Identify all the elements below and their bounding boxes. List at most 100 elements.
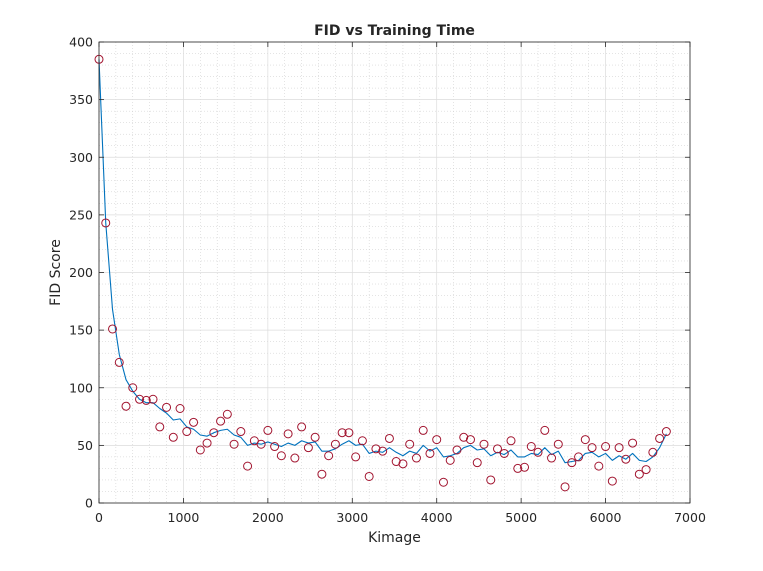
scatter-point bbox=[614, 443, 624, 453]
scatter-point bbox=[506, 436, 516, 446]
scatter-point bbox=[655, 433, 665, 443]
scatter-point bbox=[493, 444, 503, 454]
chart-title: FID vs Training Time bbox=[314, 23, 475, 39]
scatter-point bbox=[128, 383, 138, 393]
x-tick-label: 7000 bbox=[674, 510, 706, 525]
y-tick-label: 250 bbox=[69, 207, 93, 222]
x-tick-label: 5000 bbox=[505, 510, 537, 525]
scatter-point bbox=[621, 454, 631, 464]
scatter-point bbox=[594, 461, 604, 471]
scatter-point bbox=[330, 439, 340, 449]
scatter-point bbox=[317, 469, 327, 479]
x-tick-label: 6000 bbox=[590, 510, 622, 525]
scatter-point bbox=[121, 401, 131, 411]
scatter-point bbox=[499, 448, 509, 458]
scatter-point bbox=[114, 357, 124, 367]
y-tick-label: 200 bbox=[69, 265, 93, 280]
scatter-point bbox=[580, 435, 590, 445]
scatter-point bbox=[661, 427, 671, 437]
scatter-point bbox=[574, 452, 584, 462]
scatter-point bbox=[357, 436, 367, 446]
scatter-point bbox=[101, 218, 111, 228]
scatter-point bbox=[560, 482, 570, 492]
scatter-point bbox=[445, 455, 455, 465]
scatter-point bbox=[337, 428, 347, 438]
scatter-point bbox=[520, 462, 530, 472]
scatter-point bbox=[202, 438, 212, 448]
scatter-point bbox=[641, 465, 651, 475]
y-tick-label: 300 bbox=[69, 150, 93, 165]
scatter-point bbox=[418, 425, 428, 435]
x-tick-label: 3000 bbox=[336, 510, 368, 525]
scatter-point bbox=[398, 459, 408, 469]
scatter-point bbox=[411, 453, 421, 463]
scatter-point bbox=[486, 475, 496, 485]
x-tick-label: 0 bbox=[95, 510, 103, 525]
scatter-point bbox=[432, 435, 442, 445]
scatter-point bbox=[324, 451, 334, 461]
scatter-point bbox=[526, 442, 536, 452]
x-axis-label: Kimage bbox=[368, 530, 421, 546]
scatter-series bbox=[94, 54, 671, 492]
y-tick-label: 150 bbox=[69, 323, 93, 338]
scatter-point bbox=[168, 432, 178, 442]
minor-grid bbox=[99, 42, 690, 503]
scatter-point bbox=[634, 469, 644, 479]
scatter-point bbox=[465, 435, 475, 445]
scatter-point bbox=[371, 444, 381, 454]
scatter-point bbox=[290, 453, 300, 463]
series-line-path bbox=[98, 59, 667, 464]
scatter-point bbox=[276, 451, 286, 461]
scatter-point bbox=[438, 477, 448, 487]
scatter-point bbox=[108, 324, 118, 334]
scatter-point bbox=[310, 432, 320, 442]
scatter-point bbox=[229, 439, 239, 449]
axis-ticks bbox=[98, 41, 691, 504]
scatter-point bbox=[384, 433, 394, 443]
scatter-point bbox=[425, 448, 435, 458]
scatter-point bbox=[216, 416, 226, 426]
scatter-point bbox=[459, 432, 469, 442]
scatter-point bbox=[162, 402, 172, 412]
scatter-point bbox=[628, 438, 638, 448]
scatter-point bbox=[607, 476, 617, 486]
y-axis-label: FID Score bbox=[48, 239, 64, 306]
scatter-point bbox=[141, 395, 151, 405]
scatter-point bbox=[236, 427, 246, 437]
scatter-point bbox=[209, 428, 219, 438]
scatter-point bbox=[567, 458, 577, 468]
y-tick-label: 400 bbox=[69, 35, 93, 50]
scatter-point bbox=[378, 446, 388, 456]
scatter-point bbox=[344, 428, 354, 438]
y-tick-label: 100 bbox=[69, 380, 93, 395]
scatter-point bbox=[256, 439, 266, 449]
y-tick-label: 0 bbox=[85, 496, 93, 511]
y-tick-label: 350 bbox=[69, 92, 93, 107]
scatter-point bbox=[135, 394, 145, 404]
axis-tick-labels: 0 1000 2000 3000 4000 5000 6000 7000 0 50 100 150 20… bbox=[69, 35, 706, 526]
scatter-point bbox=[182, 427, 192, 437]
scatter-point bbox=[283, 429, 293, 439]
scatter-point bbox=[222, 409, 232, 419]
smoothed-line-series bbox=[98, 59, 667, 464]
scatter-point bbox=[648, 447, 658, 457]
x-tick-label: 1000 bbox=[168, 510, 200, 525]
x-tick-label: 2000 bbox=[252, 510, 284, 525]
scatter-point bbox=[587, 443, 597, 453]
scatter-point bbox=[533, 447, 543, 457]
scatter-point bbox=[263, 425, 273, 435]
scatter-point bbox=[243, 461, 253, 471]
scatter-point bbox=[472, 458, 482, 468]
scatter-point bbox=[148, 394, 158, 404]
scatter-point bbox=[391, 457, 401, 467]
scatter-point bbox=[540, 425, 550, 435]
scatter-point bbox=[297, 422, 307, 432]
scatter-point bbox=[303, 443, 313, 453]
scatter-point bbox=[479, 439, 489, 449]
scatter-point bbox=[270, 442, 280, 452]
scatter-point bbox=[547, 453, 557, 463]
scatter-point bbox=[364, 471, 374, 481]
scatter-point bbox=[351, 452, 361, 462]
